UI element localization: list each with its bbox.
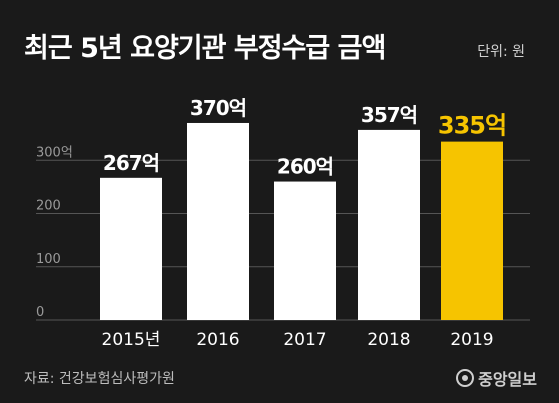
value-label: 335억 [438,112,506,140]
logo-text: 중앙일보 [478,370,537,389]
x-tick-label: 2017 [283,330,326,350]
bar [187,122,249,320]
y-tick-label: 200 [36,199,61,214]
x-axis-labels: 2015년 2016 2017 2018 2019 [102,330,494,350]
value-label: 370억 [190,96,246,120]
value-label: 260억 [277,155,333,179]
bar [441,141,503,320]
value-label: 357억 [361,103,417,127]
bars [100,122,503,320]
logo-mark-icon [456,369,475,387]
bar [100,177,162,320]
source-text: 자료: 건강보험심사평가원 [24,371,175,387]
value-labels: 267억 370억 260억 357억 335억 [103,96,507,179]
chart-title: 최근 5년 요양기관 부정수급 금액 [24,33,386,64]
y-tick-label: 300억 [36,145,73,160]
y-tick-label: 100 [36,252,61,267]
bar [358,129,420,320]
y-axis-ticks: 0 100 200 300억 [36,145,73,320]
x-tick-label: 2015년 [102,330,161,350]
publisher-logo: 중앙일보 [456,366,537,390]
x-tick-label: 2019 [450,330,493,350]
unit-label: 단위: 원 [477,44,525,60]
y-tick-label: 0 [36,305,44,320]
bar [274,181,336,320]
value-label: 267억 [103,151,159,175]
x-tick-label: 2018 [367,330,410,350]
x-tick-label: 2016 [196,330,239,350]
